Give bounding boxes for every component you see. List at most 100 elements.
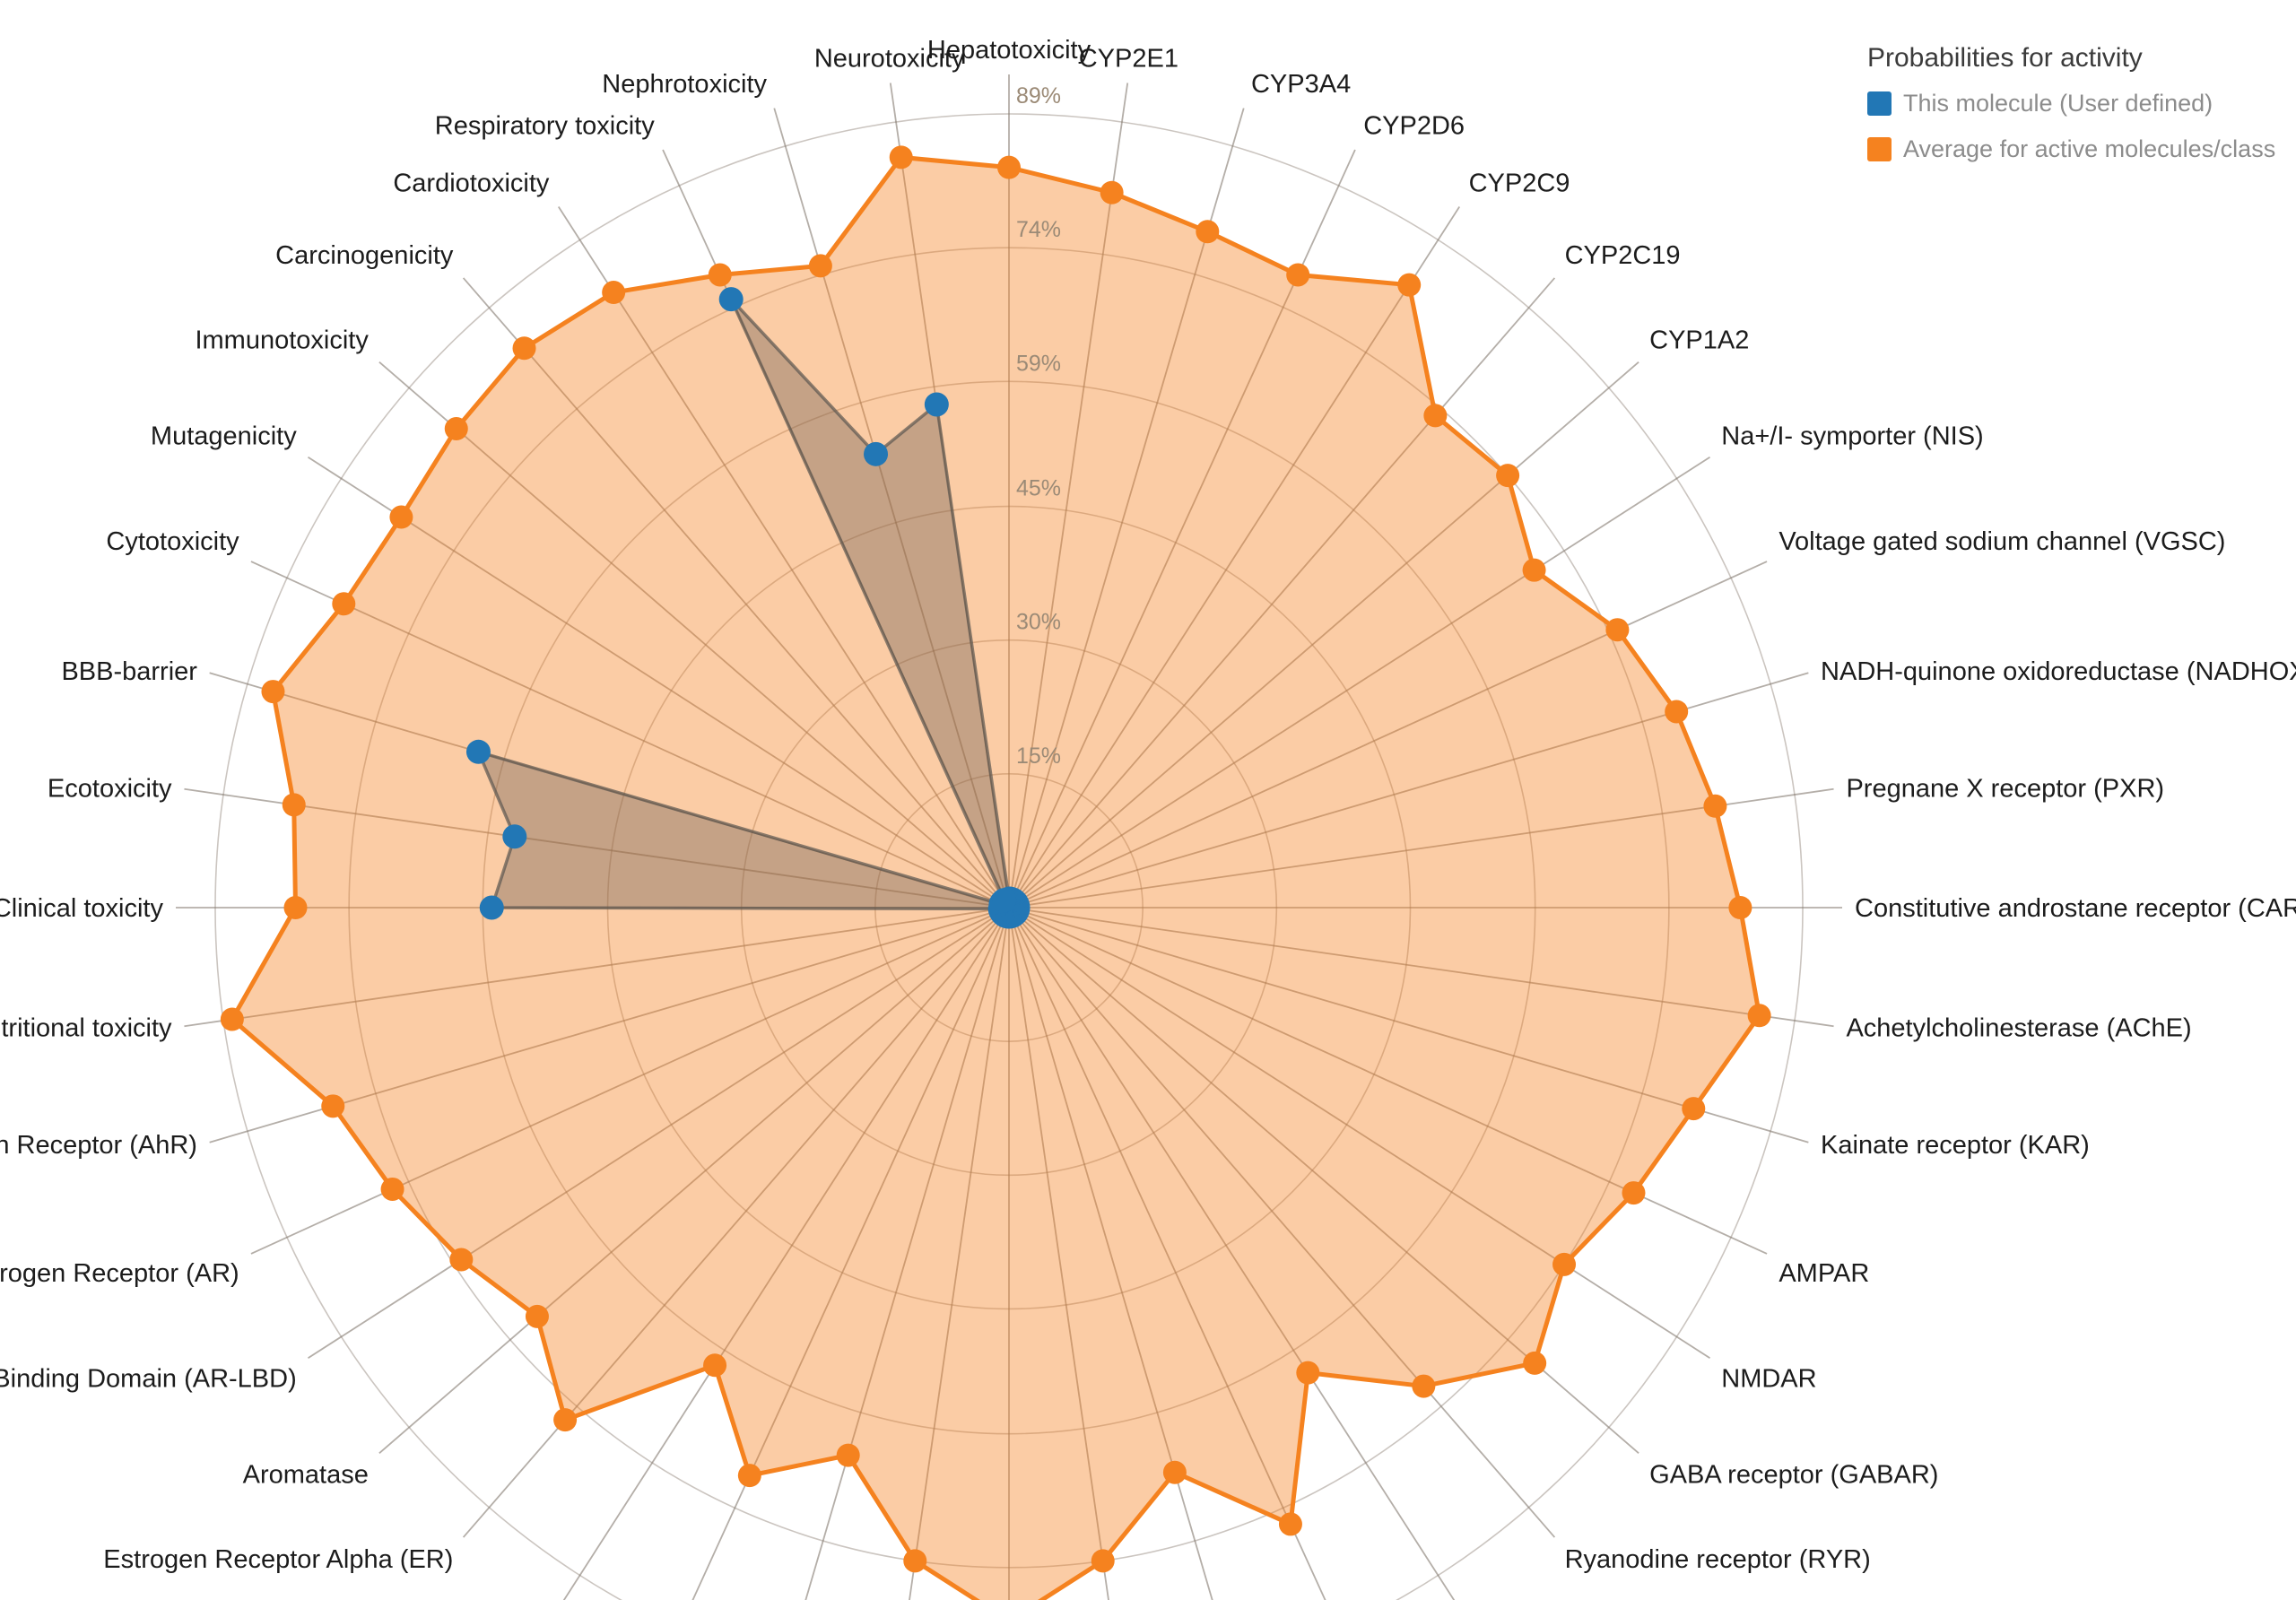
average-point-20[interactable] xyxy=(1162,1460,1187,1484)
tick-label-30: 30% xyxy=(1016,610,1061,635)
axis-label-neurotoxicity: Neurotoxicity xyxy=(814,45,965,74)
molecule-point-35[interactable] xyxy=(465,739,491,764)
tick-label-45: 45% xyxy=(1016,476,1061,501)
legend-item-average-class[interactable]: Average for active molecules/class xyxy=(1867,135,2275,163)
axis-label-na-i-symporter-nis: Na+/I- symporter (NIS) xyxy=(1721,422,1983,450)
molecule-point-41[interactable] xyxy=(718,287,744,312)
axis-label-androgen-receptor-ligand-binding-domain-ar-lbd: Androgen Receptor Ligand Binding Domain … xyxy=(0,1365,297,1394)
average-point-5[interactable] xyxy=(1423,404,1448,428)
axis-label-cyp3a4: CYP3A4 xyxy=(1251,70,1351,99)
average-point-3[interactable] xyxy=(1286,263,1310,287)
average-point-29[interactable] xyxy=(449,1248,474,1272)
average-point-10[interactable] xyxy=(1703,794,1727,818)
average-point-15[interactable] xyxy=(1552,1252,1577,1276)
average-point-30[interactable] xyxy=(380,1177,404,1201)
average-point-23[interactable] xyxy=(903,1549,927,1573)
average-point-39[interactable] xyxy=(512,336,536,361)
axis-spoke-32 xyxy=(184,907,1010,1028)
axis-spoke-38 xyxy=(378,361,1010,909)
average-point-34[interactable] xyxy=(282,793,306,817)
axis-spoke-18 xyxy=(1008,907,1456,1600)
molecule-point-34[interactable] xyxy=(502,824,527,849)
average-point-27[interactable] xyxy=(553,1408,578,1432)
axis-spoke-26 xyxy=(562,907,1010,1600)
molecule-point-33[interactable] xyxy=(479,895,504,920)
axis-spoke-30 xyxy=(250,907,1010,1255)
axis-spoke-19 xyxy=(1008,907,1326,1600)
average-point-7[interactable] xyxy=(1522,558,1546,582)
average-point-38[interactable] xyxy=(444,417,468,441)
axis-spoke-4 xyxy=(1008,205,1461,909)
axis-label-cyp2c19: CYP2C19 xyxy=(1565,241,1681,270)
axis-label-cyp1a2: CYP1A2 xyxy=(1649,326,1749,354)
average-point-16[interactable] xyxy=(1523,1351,1547,1375)
average-point-0[interactable] xyxy=(997,155,1021,179)
axis-label-aromatase: Aromatase xyxy=(243,1461,369,1490)
average-point-19[interactable] xyxy=(1278,1512,1302,1536)
molecule-point-42[interactable] xyxy=(864,441,889,466)
axis-label-mutagenicity: Mutagenicity xyxy=(151,422,297,450)
average-point-28[interactable] xyxy=(525,1304,549,1328)
average-point-40[interactable] xyxy=(602,281,626,305)
average-point-43[interactable] xyxy=(889,145,913,170)
axis-label-immunotoxicity: Immunotoxicity xyxy=(195,326,369,354)
average-point-14[interactable] xyxy=(1622,1181,1646,1205)
average-point-2[interactable] xyxy=(1196,220,1220,244)
axis-label-estrogen-receptor-alpha-er: Estrogen Receptor Alpha (ER) xyxy=(103,1545,453,1574)
legend-item-this-molecule[interactable]: This molecule (User defined) xyxy=(1867,90,2275,117)
axis-label-cyp2c9: CYP2C9 xyxy=(1469,170,1570,198)
average-point-35[interactable] xyxy=(261,680,285,704)
axis-spoke-13 xyxy=(1008,907,1809,1143)
average-point-12[interactable] xyxy=(1747,1004,1771,1028)
average-point-13[interactable] xyxy=(1682,1097,1706,1121)
average-point-11[interactable] xyxy=(1728,896,1752,919)
axis-label-clinical-toxicity: Clinical toxicity xyxy=(0,894,163,923)
molecule-point-40[interactable] xyxy=(992,888,1017,913)
average-point-42[interactable] xyxy=(808,254,832,278)
axis-label-hepatotoxicity: Hepatotoxicity xyxy=(927,36,1091,65)
axis-label-carcinogenicity: Carcinogenicity xyxy=(275,241,454,270)
average-point-21[interactable] xyxy=(1091,1549,1115,1573)
average-point-9[interactable] xyxy=(1665,700,1689,724)
axis-label-bbb-barrier: BBB-barrier xyxy=(61,657,197,686)
average-point-36[interactable] xyxy=(332,592,356,616)
axis-spoke-36 xyxy=(250,561,1010,909)
average-point-31[interactable] xyxy=(321,1094,345,1118)
axis-spoke-8 xyxy=(1008,561,1768,909)
axis-label-nmdar: NMDAR xyxy=(1721,1365,1816,1394)
average-point-6[interactable] xyxy=(1496,464,1520,488)
axis-label-constitutive-androstane-receptor-car: Constitutive androstane receptor (CAR) xyxy=(1855,894,2296,923)
axis-spoke-23 xyxy=(909,907,1010,1600)
axis-spoke-42 xyxy=(773,108,1010,909)
molecule-point-43[interactable] xyxy=(924,392,949,417)
legend-label-this-molecule: This molecule (User defined) xyxy=(1903,90,2213,117)
average-point-24[interactable] xyxy=(836,1443,860,1467)
average-point-26[interactable] xyxy=(703,1353,727,1378)
axis-spoke-39 xyxy=(462,277,1010,909)
axis-label-cyp2e1: CYP2E1 xyxy=(1079,45,1178,74)
average-point-33[interactable] xyxy=(283,896,308,919)
tick-label-59: 59% xyxy=(1016,351,1061,376)
average-point-25[interactable] xyxy=(737,1464,761,1488)
average-point-18[interactable] xyxy=(1296,1361,1320,1385)
axis-spoke-10 xyxy=(1008,787,1834,909)
average-point-1[interactable] xyxy=(1100,180,1124,204)
axis-label-kainate-receptor-kar: Kainate receptor (KAR) xyxy=(1821,1131,2090,1160)
axis-spoke-40 xyxy=(557,205,1010,909)
average-point-8[interactable] xyxy=(1605,618,1630,642)
axis-label-ampar: AMPAR xyxy=(1779,1259,1869,1288)
average-point-41[interactable] xyxy=(708,263,732,287)
average-point-32[interactable] xyxy=(220,1007,244,1031)
axis-label-pregnane-x-receptor-pxr: Pregnane X receptor (PXR) xyxy=(1846,775,2164,804)
axis-label-ecotoxicity: Ecotoxicity xyxy=(48,775,172,804)
tick-label-89: 89% xyxy=(1016,83,1061,109)
axis-spoke-6 xyxy=(1008,361,1639,909)
average-point-17[interactable] xyxy=(1412,1374,1436,1398)
average-point-4[interactable] xyxy=(1397,273,1422,297)
average-point-37[interactable] xyxy=(389,505,413,529)
axis-label-cardiotoxicity: Cardiotoxicity xyxy=(393,170,550,198)
axis-label-cytotoxicity: Cytotoxicity xyxy=(106,527,239,556)
axis-label-respiratory-toxicity: Respiratory toxicity xyxy=(435,112,655,141)
axis-spoke-5 xyxy=(1008,277,1556,909)
axis-spoke-7 xyxy=(1008,456,1711,909)
